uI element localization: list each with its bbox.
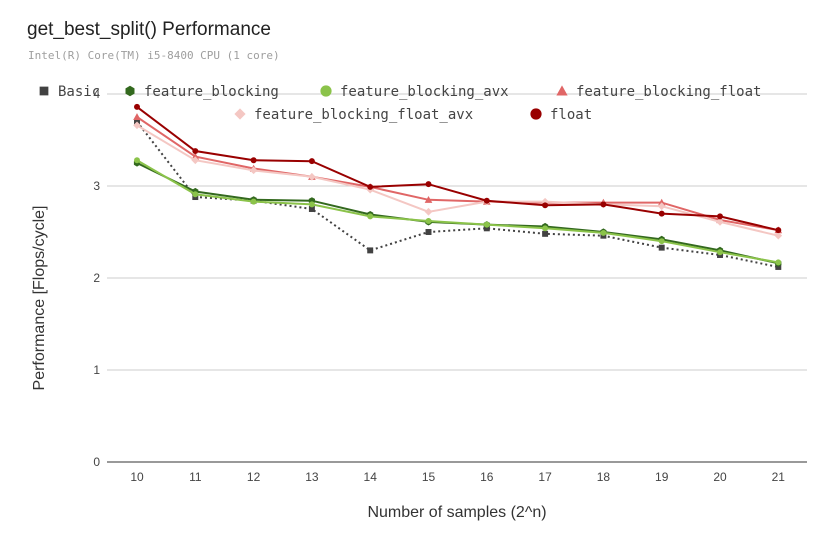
data-point <box>658 210 665 217</box>
data-point <box>425 229 432 235</box>
data-point <box>250 157 257 164</box>
data-point <box>367 213 374 220</box>
x-tick-label: 20 <box>713 470 727 484</box>
legend-item: feature_blocking_float_avx <box>234 107 473 123</box>
chart-subtitle: Intel(R) Core(TM) i5-8400 CPU (1 core) <box>28 49 280 62</box>
x-tick-label: 16 <box>480 470 494 484</box>
legend-item: float <box>530 107 592 123</box>
data-point <box>657 198 666 206</box>
data-point <box>775 227 782 234</box>
legend-item: feature_blocking <box>125 84 279 100</box>
series-line <box>136 124 779 237</box>
legend-label: feature_blocking_float <box>576 84 761 100</box>
data-point <box>424 195 433 203</box>
series-line <box>136 116 779 232</box>
legend-marker <box>39 86 49 96</box>
legend-label: feature_blocking_float_avx <box>254 107 473 123</box>
series-Basic <box>134 118 782 270</box>
legend-label: feature_blocking_avx <box>340 84 509 100</box>
legend-marker <box>556 85 568 96</box>
data-point <box>542 230 549 237</box>
x-tick-label: 14 <box>364 470 378 484</box>
data-point <box>249 166 258 175</box>
legend: Basic feature_blocking feature_blocking_av… <box>39 84 761 123</box>
y-tick-label: 0 <box>93 455 100 469</box>
data-point <box>483 221 490 228</box>
legend-label: feature_blocking <box>144 84 279 100</box>
series-line <box>136 162 779 265</box>
legend-marker <box>530 108 542 120</box>
x-tick-labels: 10 11 12 13 14 15 16 17 18 19 20 21 <box>130 470 785 484</box>
series-feature-blocking-avx <box>134 157 782 266</box>
data-point <box>308 172 316 181</box>
series-feature-blocking-float-avx <box>133 121 783 240</box>
y-tick-labels: 0 1 2 3 4 <box>93 87 100 469</box>
data-point <box>658 244 665 251</box>
data-point <box>775 259 782 266</box>
data-point <box>191 156 200 165</box>
chart-title: get_best_split() Performance <box>27 19 271 40</box>
y-tick-label: 1 <box>93 363 100 377</box>
data-point <box>774 231 783 240</box>
data-point <box>483 225 490 232</box>
series-line <box>136 159 779 264</box>
data-point <box>542 202 549 209</box>
legend-label: Basic <box>58 84 100 100</box>
data-point <box>483 197 490 204</box>
legend-marker <box>125 85 135 97</box>
data-point <box>600 201 607 208</box>
data-point <box>192 148 199 155</box>
data-point <box>367 247 374 254</box>
legend-item: feature_blocking_avx <box>320 84 509 100</box>
x-tick-label: 18 <box>597 470 611 484</box>
data-point <box>133 113 141 121</box>
data-point <box>425 217 432 224</box>
x-tick-label: 12 <box>247 470 261 484</box>
series-float <box>134 103 782 234</box>
series-line <box>136 106 779 232</box>
data-point <box>134 103 140 110</box>
y-axis-label: Performance [Flops/cycle] <box>31 206 48 391</box>
x-tick-label: 13 <box>305 470 319 484</box>
y-tick-label: 3 <box>93 179 100 193</box>
data-point <box>308 201 315 208</box>
series-layer <box>133 103 783 270</box>
x-tick-label: 11 <box>189 470 202 484</box>
data-point <box>192 191 199 198</box>
x-tick-label: 17 <box>538 470 552 484</box>
data-point <box>717 249 723 256</box>
data-point <box>133 121 141 130</box>
data-point <box>250 198 257 205</box>
x-axis-label: Number of samples (2^n) <box>367 504 546 521</box>
data-point <box>367 183 374 190</box>
data-point <box>308 206 315 212</box>
legend-label: float <box>550 107 592 123</box>
legend-item: feature_blocking_float <box>556 84 761 100</box>
data-point <box>717 213 723 220</box>
x-tick-label: 19 <box>655 470 669 484</box>
data-point <box>134 157 140 164</box>
x-tick-label: 15 <box>422 470 436 484</box>
data-point <box>716 218 724 226</box>
legend-item: Basic <box>39 84 100 100</box>
x-tick-label: 21 <box>772 470 786 484</box>
data-point <box>658 238 665 245</box>
x-tick-label: 10 <box>130 470 144 484</box>
legend-marker <box>320 85 332 97</box>
y-tick-label: 2 <box>93 271 100 285</box>
data-point <box>308 158 315 165</box>
data-point <box>775 263 782 270</box>
data-point <box>424 207 433 216</box>
data-point <box>657 202 666 211</box>
y-tick-label: 4 <box>93 87 100 101</box>
gridlines <box>107 93 807 463</box>
data-point <box>600 229 607 236</box>
data-point <box>542 225 549 232</box>
legend-marker <box>234 108 246 120</box>
data-point <box>425 181 432 188</box>
